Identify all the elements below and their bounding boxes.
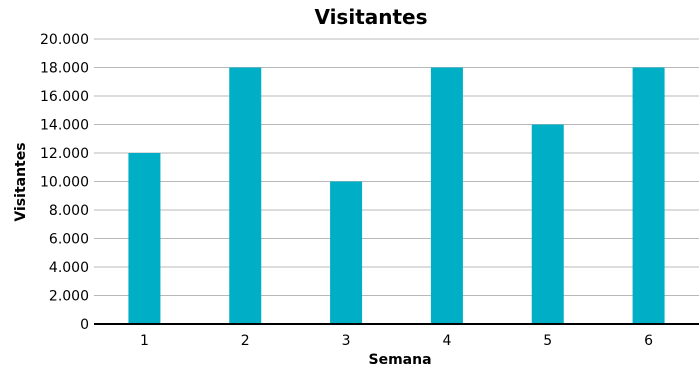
y-tick-label: 16.000 xyxy=(40,89,89,105)
x-tick-label: 2 xyxy=(241,333,250,349)
x-tick-label: 6 xyxy=(644,333,653,349)
y-tick-label: 12.000 xyxy=(40,146,89,162)
y-tick-label: 0 xyxy=(80,317,89,333)
bar-6 xyxy=(632,67,665,324)
bar-5 xyxy=(531,124,564,324)
bar-4 xyxy=(430,67,463,324)
x-tick-label: 4 xyxy=(442,333,451,349)
x-axis-title: Semana xyxy=(368,352,431,368)
bar-3 xyxy=(330,181,363,324)
y-tick-label: 4.000 xyxy=(49,260,89,276)
x-tick-label: 5 xyxy=(543,333,552,349)
bars xyxy=(128,67,665,324)
x-tick-label: 1 xyxy=(140,333,149,349)
y-axis-title: Visitantes xyxy=(13,142,29,221)
chart-title: Visitantes xyxy=(314,5,427,29)
y-tick-label: 20.000 xyxy=(40,32,89,48)
y-axis-ticks: 0 2.000 4.000 6.000 8.000 10.000 12.000 14.000 1… xyxy=(40,32,89,333)
y-tick-label: 8.000 xyxy=(49,203,89,219)
y-tick-label: 6.000 xyxy=(49,232,89,248)
gridlines xyxy=(94,38,699,296)
bar-2 xyxy=(229,67,262,324)
y-tick-label: 2.000 xyxy=(49,289,89,305)
x-tick-label: 3 xyxy=(342,333,351,349)
bar-1 xyxy=(128,153,161,324)
y-tick-label: 18.000 xyxy=(40,61,89,77)
x-axis-ticks: 1 2 3 4 5 6 xyxy=(140,333,653,349)
y-tick-label: 10.000 xyxy=(40,175,89,191)
y-tick-label: 14.000 xyxy=(40,118,89,134)
